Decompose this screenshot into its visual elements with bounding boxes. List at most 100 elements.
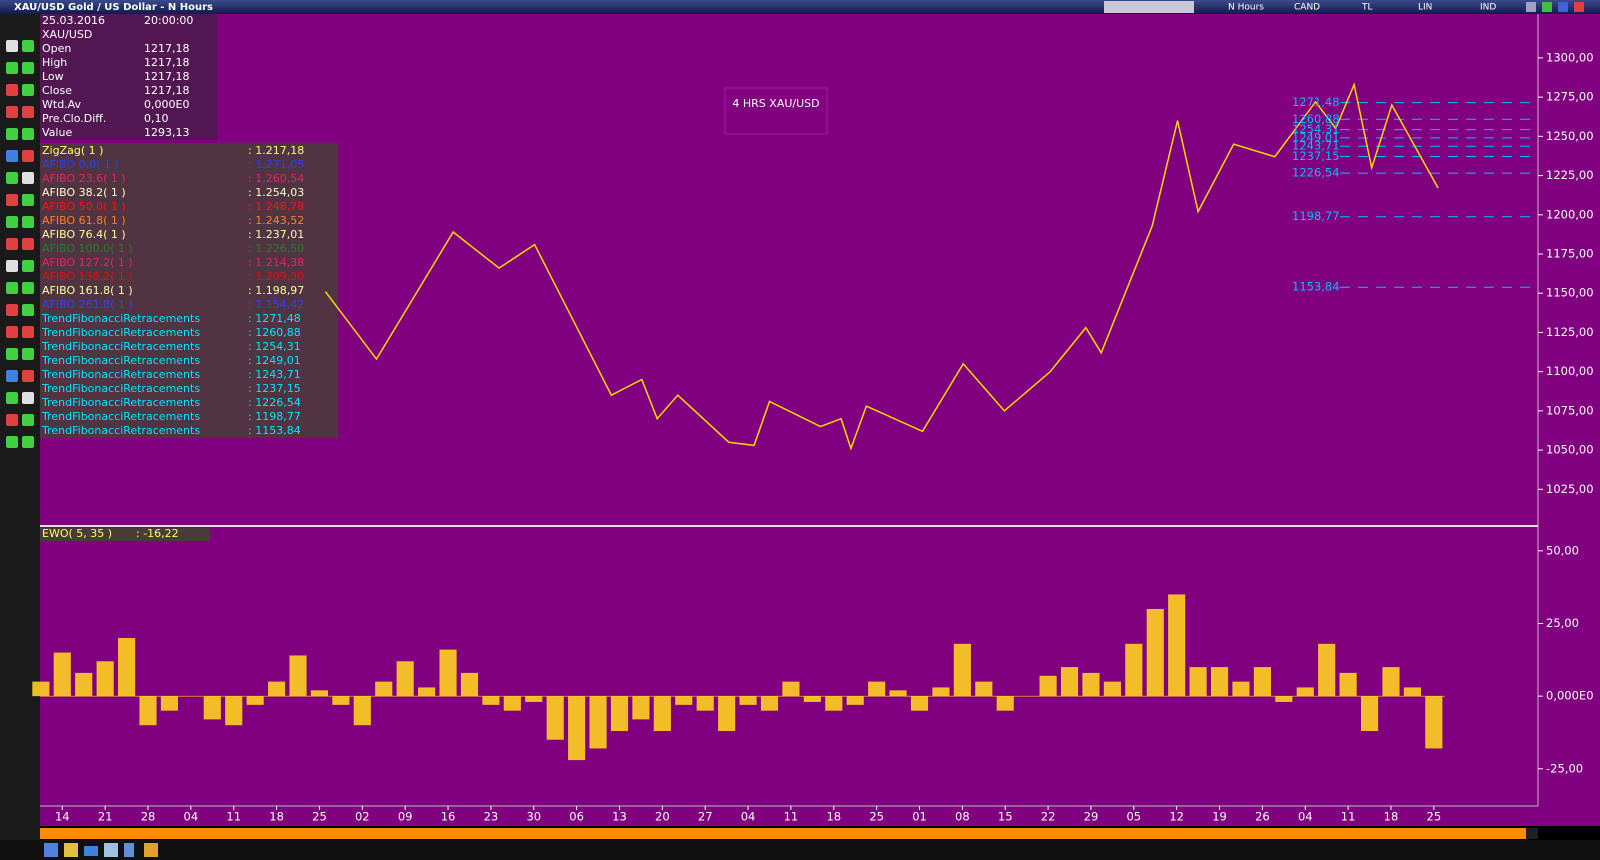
tool-icon[interactable]: [6, 216, 18, 228]
ewo-bar: [825, 696, 843, 711]
tool-icon[interactable]: [22, 260, 34, 272]
tool-icon[interactable]: [6, 150, 18, 162]
tool-icon[interactable]: [6, 436, 18, 448]
tool-icon[interactable]: [6, 326, 18, 338]
tool-icon[interactable]: [22, 216, 34, 228]
y-tick-label: 1175,00: [1546, 247, 1594, 261]
x-tick-label: 04: [741, 810, 756, 824]
ewo-bar: [1125, 643, 1143, 697]
toolbar-button[interactable]: LIN: [1418, 3, 1432, 13]
x-tick-label: 18: [1384, 810, 1399, 824]
fib-level-label: 1237,15: [1292, 149, 1340, 163]
bottom-icon[interactable]: [104, 843, 118, 857]
indicator-value: : 1.237,01: [248, 228, 304, 241]
tool-icon[interactable]: [22, 84, 34, 96]
bottom-toolbar: [0, 840, 1600, 860]
info-value: 0,000E0: [144, 98, 189, 111]
scroll-button[interactable]: [1526, 828, 1538, 839]
window-button[interactable]: [1558, 2, 1568, 12]
tool-icon[interactable]: [22, 62, 34, 74]
y-tick-label: 1050,00: [1546, 443, 1594, 457]
tool-icon[interactable]: [6, 282, 18, 294]
window-button[interactable]: [1574, 2, 1584, 12]
fib-level-label: 1260,88: [1292, 112, 1340, 126]
x-tick-label: 05: [1126, 810, 1141, 824]
toolbar-button[interactable]: CAND: [1294, 3, 1320, 13]
tool-icon[interactable]: [22, 194, 34, 206]
ewo-bar: [1360, 696, 1379, 732]
fib-level-label: 1249,01: [1292, 130, 1340, 144]
tool-icon[interactable]: [6, 392, 18, 404]
tool-icon[interactable]: [22, 106, 34, 118]
fib-level-label: 1198,77: [1292, 209, 1340, 223]
ewo-bar: [1382, 667, 1400, 697]
x-tick-label: 08: [955, 810, 970, 824]
ewo-bar: [1082, 672, 1100, 697]
ewo-bar: [1146, 608, 1164, 697]
tool-icon[interactable]: [22, 238, 34, 250]
tool-icon[interactable]: [6, 238, 18, 250]
tool-icon[interactable]: [22, 40, 34, 52]
indicator-value: : 1249,01: [248, 354, 301, 367]
tool-icon[interactable]: [6, 172, 18, 184]
zigzag-line: [324, 82, 1439, 451]
tool-icon[interactable]: [6, 348, 18, 360]
scrollbar[interactable]: [40, 828, 1538, 839]
x-tick-label: 25: [869, 810, 884, 824]
bottom-icon[interactable]: [44, 843, 58, 857]
toolbar-icons[interactable]: [1104, 1, 1194, 13]
tool-icon[interactable]: [6, 40, 18, 52]
tool-icon[interactable]: [22, 392, 34, 404]
ewo-bar: [1296, 687, 1314, 697]
tool-icon[interactable]: [22, 436, 34, 448]
indicator-name: AFIBO 61.8( 1 ): [42, 214, 126, 227]
ewo-bar: [610, 696, 629, 732]
toolbar-button[interactable]: TL: [1361, 3, 1373, 13]
bottom-icon[interactable]: [84, 846, 98, 856]
tool-icon[interactable]: [22, 348, 34, 360]
ewo-bar: [225, 696, 243, 726]
ewo-bar: [203, 696, 221, 720]
tool-icon[interactable]: [22, 370, 34, 382]
tool-icon[interactable]: [6, 84, 18, 96]
fib-level-label: 1254,31: [1292, 122, 1340, 136]
tool-icon[interactable]: [22, 326, 34, 338]
info-value: 1217,18: [144, 84, 190, 97]
tool-icon[interactable]: [22, 128, 34, 140]
info-date: 25.03.2016: [42, 14, 105, 27]
info-value: 0,10: [144, 112, 169, 125]
tool-icon[interactable]: [6, 260, 18, 272]
ewo-bar: [1060, 667, 1079, 697]
title-bar: [0, 0, 1600, 14]
y-tick-label: 1300,00: [1546, 50, 1594, 64]
ewo-bar: [953, 643, 971, 697]
tool-icon[interactable]: [6, 128, 18, 140]
toolbar-button[interactable]: IND: [1480, 3, 1496, 13]
tool-icon[interactable]: [6, 194, 18, 206]
tool-icon[interactable]: [22, 414, 34, 426]
ewo-bar: [739, 696, 757, 705]
bottom-icon[interactable]: [124, 843, 134, 857]
tool-icon[interactable]: [22, 172, 34, 184]
tool-icon[interactable]: [6, 62, 18, 74]
x-tick-label: 14: [55, 810, 70, 824]
tool-icon[interactable]: [22, 150, 34, 162]
indicator-value: : 1.248,78: [248, 200, 304, 213]
ewo-bar: [1253, 667, 1271, 697]
tool-icon[interactable]: [22, 304, 34, 316]
tool-icon[interactable]: [6, 414, 18, 426]
ewo-bar: [696, 696, 714, 711]
ewo-bar: [1210, 667, 1229, 697]
fib-level-label: 1226,54: [1292, 166, 1340, 180]
window-button[interactable]: [1526, 2, 1536, 12]
tool-icon[interactable]: [6, 304, 18, 316]
ewo-bar: [546, 696, 564, 740]
window-button[interactable]: [1542, 2, 1552, 12]
toolbar-button[interactable]: N Hours: [1228, 3, 1264, 13]
tool-icon[interactable]: [6, 370, 18, 382]
tool-icon[interactable]: [6, 106, 18, 118]
bottom-icon[interactable]: [144, 843, 158, 857]
tool-icon[interactable]: [22, 282, 34, 294]
bottom-icon[interactable]: [64, 843, 78, 857]
indicator-name: TrendFibonacciRetracements: [41, 368, 200, 381]
